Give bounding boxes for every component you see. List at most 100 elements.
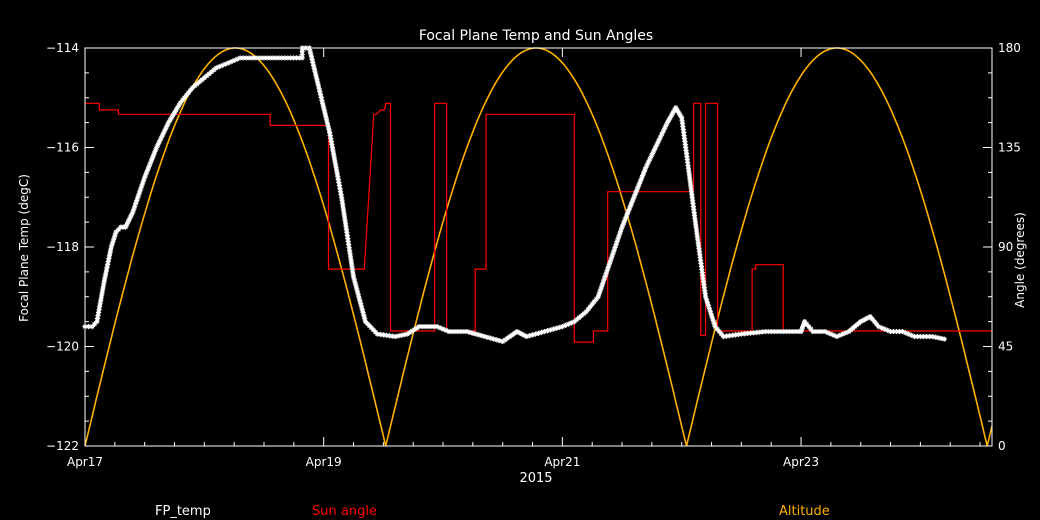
fp-temp-point-170: [330, 150, 337, 156]
fp-temp-point-428: [695, 242, 702, 248]
fp-temp-point-363: [648, 153, 654, 159]
fp-temp-point-388: [680, 124, 686, 130]
fp-temp-point-85: [179, 97, 186, 103]
fp-temp-point-453: [710, 318, 716, 324]
fp-temp-point-135: [307, 48, 313, 54]
fp-temp-point-241: [398, 332, 404, 338]
fp-temp-point-25: [106, 256, 112, 262]
fp-temp-point-97: [206, 71, 212, 77]
fp-temp-point-406: [687, 177, 693, 183]
fp-temp-point-46: [132, 203, 138, 209]
fp-temp-point-516: [869, 316, 875, 322]
fp-temp-point-11: [98, 297, 104, 303]
fp-temp-point-131: [299, 48, 305, 54]
fp-temp-point-349: [632, 191, 638, 198]
fp-temp-point-102: [219, 62, 225, 69]
fp-temp-point-105: [228, 59, 234, 65]
fp-temp-point-94: [199, 77, 205, 83]
fp-temp-point-93: [196, 79, 203, 85]
fp-temp-point-289: [532, 331, 539, 337]
fp-temp-point-78: [168, 115, 175, 121]
fp-temp-point-70: [157, 136, 164, 142]
fp-temp-point-412: [689, 195, 695, 201]
fp-temp-point-238: [389, 333, 395, 339]
fp-temp-point-117: [264, 55, 270, 61]
x-tick-label-0: Apr17: [67, 455, 103, 469]
fp-temp-point-80: [171, 110, 178, 116]
fp-temp-point-389: [680, 126, 686, 133]
y-right-tick-label-0: 180: [998, 41, 1021, 55]
fp-temp-point-532: [914, 333, 921, 340]
fp-temp-point-322: [604, 268, 610, 274]
fp-temp-point-258: [446, 328, 452, 335]
fp-temp-point-169: [330, 147, 336, 153]
fp-temp-point-476: [771, 328, 777, 335]
fp-temp-point-168: [329, 144, 335, 150]
fp-temp-point-448: [705, 303, 712, 309]
fp-temp-point-387: [679, 121, 686, 127]
fp-temp-point-444: [702, 291, 708, 297]
fp-temp-point-120: [273, 55, 279, 61]
fp-temp-point-123: [282, 55, 288, 61]
fp-temp-point-128: [296, 55, 302, 61]
fp-temp-point-304: [576, 315, 582, 321]
fp-temp-point-442: [701, 285, 707, 291]
fp-temp-point-253: [431, 324, 437, 330]
fp-temp-point-87: [183, 92, 190, 98]
fp-temp-point-342: [624, 210, 631, 217]
fp-temp-point-299: [562, 322, 568, 328]
fp-temp-point-456: [714, 326, 720, 332]
fp-temp-point-75: [164, 122, 170, 128]
fp-temp-point-386: [679, 118, 685, 124]
fp-temp-point-409: [688, 186, 694, 192]
fp-temp-point-232: [372, 329, 378, 335]
fp-temp-point-69: [156, 139, 162, 145]
fp-temp-point-368: [655, 139, 661, 146]
fp-temp-point-244: [407, 329, 413, 336]
fp-temp-point-307: [583, 309, 589, 315]
y-right-tick-label-1: 135: [998, 141, 1021, 155]
fp-temp-point-189: [340, 206, 346, 212]
fp-temp-point-330: [612, 244, 618, 251]
fp-temp-point-251: [425, 324, 431, 330]
fp-temp-point-405: [686, 174, 693, 180]
fp-temp-point-487: [800, 324, 806, 330]
fp-temp-point-230: [368, 325, 375, 331]
fp-temp-point-435: [698, 263, 705, 270]
fp-temp-point-43: [128, 212, 135, 218]
fp-temp-point-521: [881, 326, 888, 332]
fp-temp-point-460: [723, 333, 730, 339]
fp-temp-point-153: [320, 100, 326, 106]
fp-temp-point-180: [336, 179, 342, 186]
fp-temp-point-236: [383, 332, 389, 338]
fp-temp-point-536: [926, 333, 932, 340]
fp-temp-point-162: [326, 127, 332, 133]
fp-temp-point-7: [95, 309, 102, 316]
fp-temp-point-271: [485, 334, 491, 340]
fp-temp-point-196: [343, 227, 350, 233]
fp-temp-point-401: [685, 162, 691, 168]
fp-temp-point-53: [139, 183, 145, 189]
fp-temp-point-396: [683, 147, 689, 154]
fp-temp-point-256: [440, 326, 446, 332]
fp-temp-point-190: [341, 209, 347, 215]
fp-temp-point-57: [143, 172, 149, 178]
fp-temp-point-398: [684, 153, 690, 160]
fp-temp-point-452: [709, 315, 715, 321]
fp-temp-point-18: [102, 276, 108, 282]
fp-temp-point-320: [602, 273, 608, 280]
fp-temp-point-60: [146, 163, 152, 170]
fp-temp-point-426: [695, 236, 701, 242]
fp-temp-point-159: [324, 118, 330, 124]
fp-temp-point-195: [343, 224, 349, 230]
x-tick-label-2: Apr21: [544, 455, 580, 469]
fp-temp-point-158: [323, 115, 329, 121]
fp-temp-point-157: [322, 112, 329, 118]
fp-temp-point-490: [804, 321, 810, 327]
fp-temp-point-225: [361, 313, 367, 319]
fp-temp-point-205: [347, 253, 354, 259]
fp-temp-point-209: [349, 265, 355, 271]
fp-temp-point-31: [110, 238, 116, 244]
fp-temp-point-208: [349, 262, 355, 268]
fp-temp-point-235: [380, 332, 386, 338]
